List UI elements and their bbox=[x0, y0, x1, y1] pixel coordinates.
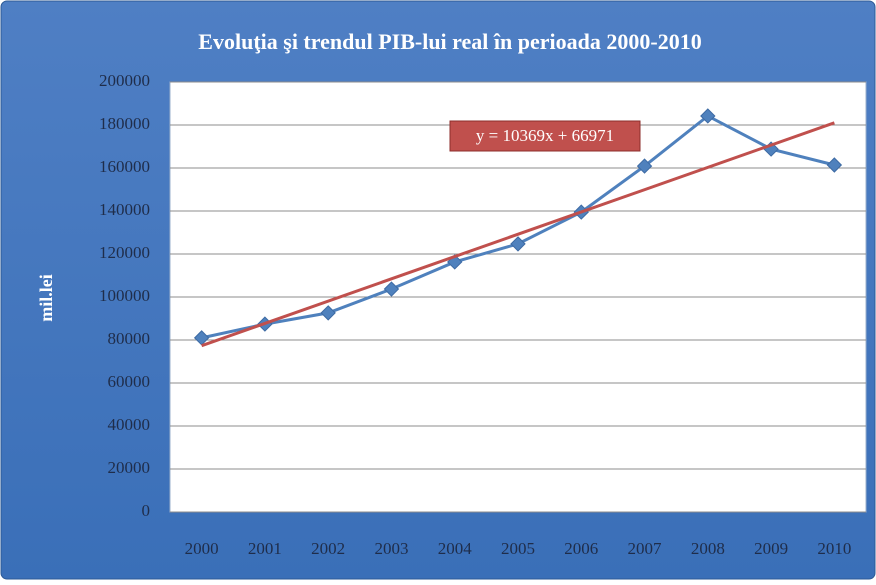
x-tick-label: 2004 bbox=[438, 539, 473, 558]
x-tick-label: 2000 bbox=[185, 539, 219, 558]
y-tick-label: 180000 bbox=[99, 114, 150, 133]
x-tick-label: 2006 bbox=[564, 539, 598, 558]
y-tick-label: 80000 bbox=[108, 329, 151, 348]
x-tick-label: 2009 bbox=[754, 539, 788, 558]
data-point bbox=[320, 305, 336, 321]
y-tick-label: 160000 bbox=[99, 157, 150, 176]
y-tick-label: 120000 bbox=[99, 243, 150, 262]
y-tick-label: 200000 bbox=[99, 71, 150, 90]
trend-label: y = 10369x + 66971 bbox=[476, 126, 614, 145]
data-point bbox=[383, 281, 400, 297]
x-tick-label: 2008 bbox=[691, 539, 725, 558]
x-tick-label: 2001 bbox=[248, 539, 282, 558]
x-tick-label: 2010 bbox=[817, 539, 851, 558]
trend-line bbox=[201, 121, 835, 348]
x-tick-label: 2003 bbox=[374, 539, 408, 558]
y-tick-label: 0 bbox=[142, 501, 151, 520]
y-axis-label: mil.lei bbox=[36, 274, 56, 322]
y-tick-label: 140000 bbox=[99, 200, 150, 219]
data-point bbox=[636, 158, 653, 174]
x-tick-label: 2005 bbox=[501, 539, 535, 558]
x-tick-label: 2002 bbox=[311, 539, 345, 558]
y-tick-label: 40000 bbox=[108, 415, 151, 434]
y-tick-label: 20000 bbox=[108, 458, 151, 477]
y-tick-label: 100000 bbox=[99, 286, 150, 305]
data-point bbox=[700, 108, 716, 124]
trend-label-box bbox=[449, 120, 641, 152]
data-point bbox=[826, 157, 843, 173]
chart-title: Evoluţia şi trendul PIB-lui real în peri… bbox=[198, 29, 701, 54]
x-tick-label: 2007 bbox=[628, 539, 663, 558]
data-point bbox=[510, 236, 526, 252]
y-tick-label: 60000 bbox=[108, 372, 151, 391]
